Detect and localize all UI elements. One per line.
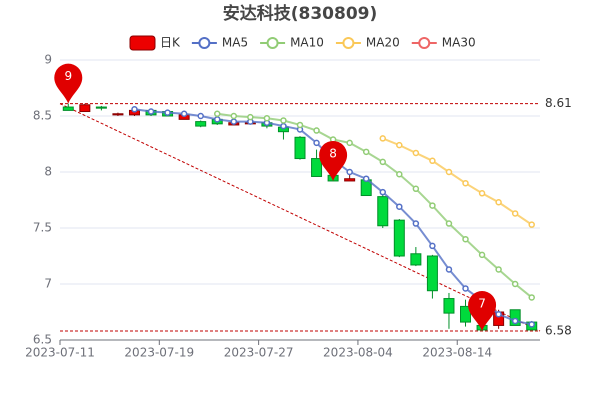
x-tick-label: 2023-07-19: [124, 346, 194, 360]
ma-point: [346, 139, 353, 147]
ma-point: [511, 280, 519, 288]
ma-point: [412, 185, 420, 193]
candle-body: [294, 136, 306, 160]
ma-point: [511, 210, 519, 217]
mark-pin-label: 7: [478, 297, 486, 311]
legend-label: MA5: [222, 36, 248, 50]
ma-point: [247, 113, 254, 121]
legend-label: MA10: [290, 36, 324, 50]
mark-pin-label: 9: [64, 69, 72, 83]
ma-point: [396, 203, 403, 210]
candle-body: [426, 255, 438, 292]
ma-point: [180, 110, 188, 118]
candle-body: [195, 121, 207, 127]
candle-body: [344, 178, 356, 182]
ma-point: [280, 117, 287, 124]
ma-point: [478, 190, 486, 197]
ma-point: [412, 220, 420, 227]
y-tick-label: 6.5: [33, 333, 52, 347]
ma-point: [478, 251, 486, 259]
ma-point: [528, 221, 535, 228]
ma-point: [313, 139, 320, 147]
mark-line-label: 8.61: [545, 96, 572, 110]
legend-swatch: [129, 35, 156, 51]
ma-point: [379, 135, 387, 142]
ma-point: [429, 157, 436, 165]
candle-body: [311, 158, 323, 177]
mark-pin: [319, 140, 348, 181]
ma-point: [429, 202, 436, 209]
candle-body: [410, 253, 422, 266]
ma-point: [379, 188, 387, 196]
x-tick-label: 2023-08-14: [422, 346, 492, 360]
ma-point: [296, 121, 304, 129]
y-tick-label: 8.5: [33, 109, 52, 123]
ma-point: [396, 141, 403, 149]
ma-point: [528, 321, 535, 328]
y-tick-label: 8: [44, 165, 52, 179]
candle-body: [443, 298, 455, 314]
ma-point: [362, 148, 370, 156]
x-tick-label: 2023-07-11: [25, 346, 95, 360]
legend-swatch: [266, 37, 279, 49]
candle-body: [79, 104, 91, 113]
ma-point: [462, 285, 469, 292]
ma-point: [495, 198, 502, 206]
ma-point: [280, 122, 287, 130]
legend-swatch: [198, 37, 211, 49]
candle-body: [509, 309, 521, 326]
ma-point: [412, 149, 420, 157]
ma-line: [217, 112, 533, 299]
ma-point: [197, 112, 204, 120]
y-tick-label: 7.5: [33, 221, 52, 235]
ma-point: [445, 168, 453, 176]
ma-point: [445, 266, 453, 273]
ma-point: [313, 127, 320, 134]
legend-swatch: [418, 37, 431, 49]
mark-pin: [54, 63, 83, 104]
candle-body: [377, 196, 389, 227]
ma-point: [213, 110, 221, 118]
mark-line-label: 6.58: [545, 324, 572, 338]
ma-point: [429, 242, 436, 250]
ma-point: [164, 109, 171, 116]
ma-point: [445, 220, 453, 227]
ma-point: [462, 235, 469, 243]
ma-point: [213, 116, 221, 123]
y-tick-label: 9: [44, 53, 52, 67]
candle-body: [62, 106, 74, 111]
mark-pin-label: 8: [329, 146, 337, 160]
mark-pin: [468, 291, 497, 332]
ma-line: [382, 137, 533, 226]
legend-swatch: [342, 37, 355, 49]
x-tick-label: 2023-08-04: [323, 346, 393, 360]
legend-label: 日K: [160, 36, 181, 50]
legend: 日K MA5 MA10 MA20 MA30: [129, 35, 476, 51]
x-tick-label: 2023-07-27: [224, 346, 294, 360]
ma-point: [462, 179, 469, 187]
chart-title: 安达科技(830809): [223, 3, 378, 24]
y-tick-label: 7: [44, 277, 52, 291]
ma-point: [346, 168, 353, 176]
ma-point: [230, 118, 238, 125]
ma-point: [511, 317, 519, 325]
legend-label: MA30: [442, 36, 476, 50]
trend-line: [59, 103, 541, 332]
ma-point: [379, 158, 387, 166]
ma-point: [230, 112, 238, 120]
candle-body: [460, 305, 472, 323]
ma-point: [396, 170, 403, 178]
ma-point: [495, 266, 502, 273]
candle-body: [112, 113, 124, 116]
candle-body: [95, 106, 107, 109]
legend-label: MA20: [366, 36, 400, 50]
ma-point: [131, 106, 138, 113]
ma-point: [528, 294, 535, 301]
ma-point: [495, 310, 502, 318]
ma-point: [362, 175, 370, 182]
ma-point: [147, 108, 155, 115]
candle-body: [393, 219, 405, 257]
ma-point: [263, 114, 271, 122]
